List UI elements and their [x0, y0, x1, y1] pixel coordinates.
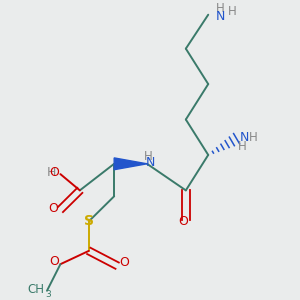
- Text: H: H: [144, 150, 153, 163]
- Text: 3: 3: [46, 290, 51, 299]
- Text: O: O: [120, 256, 130, 269]
- Text: H: H: [216, 2, 224, 15]
- Text: O: O: [48, 202, 58, 214]
- Text: N: N: [215, 10, 225, 23]
- Text: CH: CH: [27, 283, 44, 296]
- Text: N: N: [239, 131, 249, 144]
- Text: S: S: [84, 214, 94, 228]
- Text: H: H: [228, 5, 236, 18]
- Text: H: H: [238, 140, 247, 153]
- Text: O: O: [178, 215, 188, 228]
- Text: N: N: [145, 156, 155, 170]
- Text: H: H: [249, 131, 257, 144]
- Polygon shape: [114, 158, 147, 170]
- Text: O: O: [49, 166, 59, 179]
- Text: O: O: [50, 255, 59, 268]
- Text: H: H: [47, 166, 56, 179]
